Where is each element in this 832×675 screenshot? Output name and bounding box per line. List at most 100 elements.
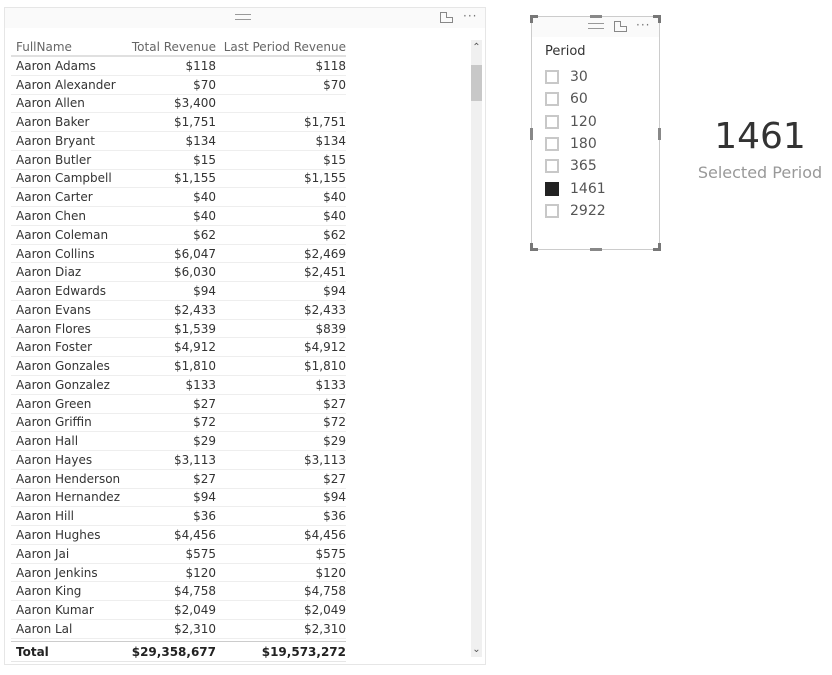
table-row[interactable]: Aaron Baker $1,751 $1,751 xyxy=(11,113,346,133)
drag-handle-icon[interactable] xyxy=(588,23,604,29)
slicer-option-120[interactable]: 120 xyxy=(545,114,597,130)
table-row[interactable]: Aaron Bryant $134 $134 xyxy=(11,132,346,151)
fullname-cell: Aaron Butler xyxy=(16,152,92,167)
table-row[interactable]: Aaron Campbell $1,155 $1,155 xyxy=(11,170,346,189)
last-period-revenue-cell: $40 xyxy=(323,209,346,223)
table-row[interactable]: Aaron Jai $575 $575 xyxy=(11,545,346,564)
revenue-table-visual[interactable]: ··· FullName Total Revenue Last Period R… xyxy=(4,7,486,665)
table-row[interactable]: Aaron Hall $29 $29 xyxy=(11,432,346,452)
table-row[interactable]: Aaron Diaz $6,030 $2,451 xyxy=(11,263,346,283)
fullname-cell: Aaron Jai xyxy=(16,546,70,561)
resize-handle[interactable] xyxy=(590,15,602,18)
last-period-revenue-cell: $94 xyxy=(323,490,346,505)
resize-handle[interactable] xyxy=(530,128,533,140)
last-period-revenue-cell: $575 xyxy=(315,546,346,561)
checkbox[interactable] xyxy=(545,203,559,218)
column-header-total-revenue[interactable]: Total Revenue xyxy=(131,39,216,54)
fullname-cell: Aaron Bryant xyxy=(16,133,95,148)
chevron-down-icon[interactable]: ⌄ xyxy=(472,644,481,655)
slicer-option-1461[interactable]: 1461 xyxy=(545,181,606,197)
slicer-option-2922[interactable]: 2922 xyxy=(545,203,606,219)
table-row[interactable]: Aaron Henderson $27 $27 xyxy=(11,470,346,489)
column-header-last-period-revenue[interactable]: Last Period Revenue xyxy=(223,39,346,54)
table-row[interactable]: Aaron Lal $2,310 $2,310 xyxy=(11,620,346,639)
table-row[interactable]: Aaron Edwards $94 $94 xyxy=(11,282,346,301)
table-row[interactable]: Aaron Jenkins $120 $120 xyxy=(11,564,346,583)
slicer-option-180[interactable]: 180 xyxy=(545,136,597,152)
total-revenue-cell: $1,751 xyxy=(174,115,216,130)
total-revenue-cell: $27 xyxy=(193,396,216,411)
last-period-revenue-cell: $2,049 xyxy=(304,603,346,618)
total-revenue-cell: $3,113 xyxy=(174,452,216,467)
table-row[interactable]: Aaron Flores $1,539 $839 xyxy=(11,320,346,339)
table-row[interactable]: Aaron Hughes $4,456 $4,456 xyxy=(11,526,346,545)
total-revenue-value: $29,358,677 xyxy=(131,644,216,659)
table-row[interactable]: Aaron Chen $40 $40 xyxy=(11,207,346,226)
slicer-option-365[interactable]: 365 xyxy=(545,158,597,174)
total-revenue-cell: $4,912 xyxy=(174,340,216,355)
table-row[interactable]: Aaron Butler $15 $15 xyxy=(11,151,346,170)
checkbox[interactable] xyxy=(545,181,559,196)
total-revenue-cell: $72 xyxy=(193,415,216,430)
table-row[interactable]: Aaron King $4,758 $4,758 xyxy=(11,582,346,602)
slicer-option-label: 1461 xyxy=(570,180,606,197)
table-row[interactable]: Aaron Coleman $62 $62 xyxy=(11,226,346,245)
focus-mode-icon[interactable] xyxy=(614,21,627,32)
table-row[interactable]: Aaron Griffin $72 $72 xyxy=(11,414,346,433)
table-row[interactable]: Aaron Allen $3,400 xyxy=(11,95,346,114)
resize-handle[interactable] xyxy=(590,248,602,251)
table-row[interactable]: Aaron Gonzales $1,810 $1,810 xyxy=(11,357,346,377)
table-row[interactable]: Aaron Carter $40 $40 xyxy=(11,188,346,208)
last-period-revenue-cell: $62 xyxy=(323,227,346,242)
resize-handle[interactable] xyxy=(653,243,661,251)
slicer-header: ··· xyxy=(532,17,659,37)
fullname-cell: Aaron Edwards xyxy=(16,284,106,299)
resize-handle[interactable] xyxy=(653,15,661,23)
checkbox[interactable] xyxy=(545,136,559,151)
table-row[interactable]: Aaron Gonzalez $133 $133 xyxy=(11,376,346,395)
total-revenue-cell: $575 xyxy=(185,546,216,561)
vertical-scrollbar[interactable]: ⌃ ⌄ xyxy=(471,40,482,657)
fullname-cell: Aaron Hall xyxy=(16,434,79,449)
total-label: Total xyxy=(16,644,49,659)
period-slicer[interactable]: ··· Period 30 60 120 180 365 1461 2922 xyxy=(530,15,661,251)
fullname-cell: Aaron Flores xyxy=(16,321,91,336)
total-revenue-cell: $120 xyxy=(185,565,216,580)
scrollbar-thumb[interactable] xyxy=(471,65,482,101)
more-options-icon[interactable]: ··· xyxy=(463,9,478,23)
checkbox[interactable] xyxy=(545,70,559,84)
fullname-cell: Aaron Allen xyxy=(16,96,85,111)
drag-handle-icon[interactable] xyxy=(235,14,251,20)
total-revenue-cell: $40 xyxy=(193,190,216,205)
last-period-revenue-cell: $133 xyxy=(315,377,346,392)
slicer-option-60[interactable]: 60 xyxy=(545,91,588,107)
table-row[interactable]: Aaron Green $27 $27 xyxy=(11,395,346,414)
resize-handle[interactable] xyxy=(530,243,538,251)
fullname-cell: Aaron Evans xyxy=(16,302,91,317)
checkbox[interactable] xyxy=(545,92,559,107)
table-row[interactable]: Aaron Foster $4,912 $4,912 xyxy=(11,338,346,358)
column-header-fullname[interactable]: FullName xyxy=(16,39,72,54)
focus-mode-icon[interactable] xyxy=(440,12,453,23)
table-row[interactable]: Aaron Hernandez $94 $94 xyxy=(11,489,346,508)
selected-period-label: Selected Period xyxy=(697,163,823,182)
fullname-cell: Aaron Griffin xyxy=(16,415,92,430)
table-row[interactable]: Aaron Alexander $70 $70 xyxy=(11,76,346,95)
table-row[interactable]: Aaron Collins $6,047 $2,469 xyxy=(11,245,346,264)
resize-handle[interactable] xyxy=(658,128,661,140)
total-revenue-cell: $3,400 xyxy=(174,96,216,111)
table-row[interactable]: Aaron Adams $118 $118 xyxy=(11,57,346,76)
table-row[interactable]: Aaron Hill $36 $36 xyxy=(11,507,346,527)
fullname-cell: Aaron Hernandez xyxy=(16,490,120,505)
last-period-revenue-cell: $2,433 xyxy=(304,302,346,317)
table-row[interactable]: Aaron Li$3,170$2,387 xyxy=(11,639,346,642)
slicer-option-30[interactable]: 30 xyxy=(545,69,588,85)
checkbox[interactable] xyxy=(545,114,559,129)
resize-handle[interactable] xyxy=(530,15,538,23)
more-options-icon[interactable]: ··· xyxy=(636,18,651,32)
table-row[interactable]: Aaron Hayes $3,113 $3,113 xyxy=(11,451,346,470)
table-row[interactable]: Aaron Kumar $2,049 $2,049 xyxy=(11,601,346,620)
chevron-up-icon[interactable]: ⌃ xyxy=(472,42,481,53)
checkbox[interactable] xyxy=(545,159,559,174)
table-row[interactable]: Aaron Evans $2,433 $2,433 xyxy=(11,301,346,320)
